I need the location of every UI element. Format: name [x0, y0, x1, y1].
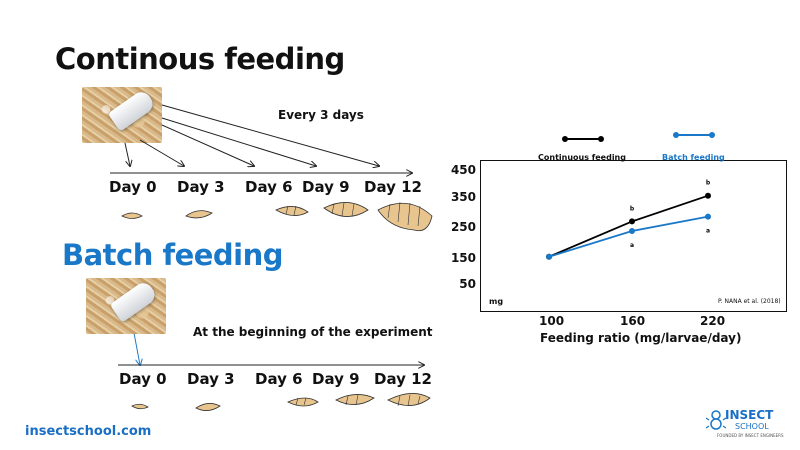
- larva-day-3: [185, 210, 213, 219]
- batch-day-3: Day 3: [187, 370, 235, 388]
- batch-larva-day-9: [335, 394, 375, 405]
- y-tick-label: 50: [459, 277, 476, 291]
- continuous-day-6: Day 6: [245, 178, 293, 196]
- y-tick-label: 350: [450, 190, 476, 204]
- legend-batch-label: Batch feeding: [662, 153, 725, 162]
- batch-day-12: Day 12: [374, 370, 432, 388]
- continuous-feeding-title: Continous feeding: [55, 42, 345, 76]
- continuous-day-12: Day 12: [364, 178, 422, 196]
- x-tick-label: 160: [620, 314, 646, 328]
- legend-batch-marker: [673, 132, 715, 138]
- significance-label: a: [630, 242, 634, 249]
- data-point: [705, 213, 711, 220]
- continuous-note: Every 3 days: [278, 108, 364, 122]
- data-point: [629, 218, 635, 225]
- data-point: [546, 253, 552, 260]
- batch-day-6: Day 6: [255, 370, 303, 388]
- legend-continuous-marker: [562, 136, 604, 142]
- batch-feed-photo: [86, 278, 166, 334]
- legend-continuous-label: Continuous feeding: [538, 153, 626, 162]
- series-line-continuous: [548, 194, 709, 258]
- logo-main-text: INSECT: [725, 408, 774, 422]
- chart-source: P. NANA et al. (2018): [718, 298, 781, 305]
- batch-day-0: Day 0: [119, 370, 167, 388]
- batch-larva-day-0: [131, 403, 149, 410]
- significance-label: b: [706, 180, 711, 187]
- website-link[interactable]: insectschool.com: [25, 424, 152, 439]
- y-unit-label: mg: [489, 297, 504, 306]
- larva-day-9: [323, 202, 369, 217]
- batch-larva-day-3: [195, 403, 221, 411]
- data-point: [705, 192, 711, 199]
- larva-day-0: [121, 212, 143, 219]
- batch-note: At the beginning of the experiment: [193, 325, 433, 339]
- larva-day-6: [275, 206, 309, 216]
- x-tick-label: 220: [700, 314, 726, 328]
- logo-tagline: FOUNDED BY INSECT ENGINEERS: [717, 433, 784, 438]
- significance-label: a: [706, 228, 710, 235]
- insect-school-logo: INSECT SCHOOL FOUNDED BY INSECT ENGINEER…: [706, 405, 786, 445]
- feed-container-photo: [82, 87, 162, 143]
- significance-label: b: [630, 205, 635, 212]
- data-point: [629, 228, 635, 235]
- bug-icon: [706, 410, 726, 430]
- chart-frame: [480, 160, 787, 312]
- x-axis-label: Feeding ratio (mg/larvae/day): [540, 331, 742, 345]
- y-tick-label: 150: [450, 251, 476, 265]
- logo-sub-text: SCHOOL: [735, 422, 769, 431]
- y-tick-label: 450: [450, 163, 476, 177]
- continuous-day-0: Day 0: [109, 178, 157, 196]
- y-tick-label: 250: [450, 220, 476, 234]
- batch-feeding-title: Batch feeding: [62, 238, 284, 272]
- x-tick-label: 100: [539, 314, 565, 328]
- continuous-day-9: Day 9: [302, 178, 350, 196]
- continuous-day-3: Day 3: [177, 178, 225, 196]
- batch-day-9: Day 9: [312, 370, 360, 388]
